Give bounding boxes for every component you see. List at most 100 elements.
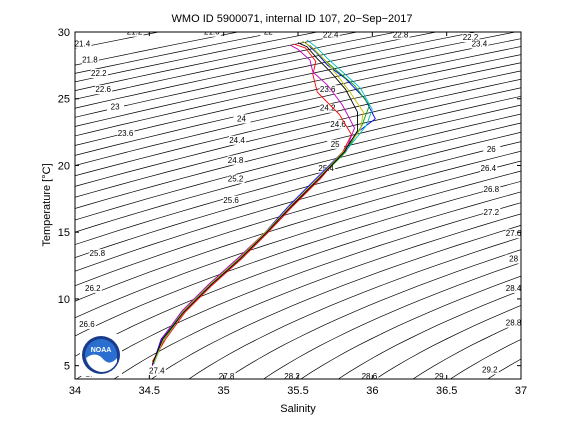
profile-line (153, 40, 364, 364)
contour-label: 28.8 (506, 319, 522, 328)
contour-label-background (218, 372, 236, 379)
density-contour-line (75, 170, 521, 319)
contour-label: 29 (435, 372, 444, 381)
density-contour-line (337, 290, 521, 379)
contour-label: 29.2 (482, 365, 498, 374)
contour-label: 25.8 (90, 249, 106, 258)
contour-label-background (223, 195, 241, 205)
contour-label-background (330, 119, 348, 129)
contour-label-background (505, 318, 521, 328)
contour-label-background (227, 174, 245, 184)
contour-label: 27.4 (149, 367, 165, 376)
density-contours (75, 32, 521, 379)
contour-label: 24 (237, 114, 246, 123)
contour-label-background (483, 207, 501, 217)
y-axis-ticks: 5 10 15 20 25 30 (58, 27, 521, 373)
density-contour-line (75, 32, 438, 109)
contour-label-background (90, 69, 108, 78)
contour-label-background (480, 163, 498, 173)
contour-label-background (233, 114, 251, 124)
density-contour-line (75, 104, 521, 221)
contour-label-background (84, 283, 102, 293)
contour-label-background (95, 85, 113, 95)
contour-label-background (229, 135, 246, 145)
contour-label: 21.6 (204, 28, 220, 37)
density-contour-line (75, 46, 521, 146)
density-contour-line (75, 191, 521, 357)
contour-label: 22.8 (393, 30, 409, 39)
contour-label-background (505, 283, 521, 293)
profile-lines (151, 39, 376, 366)
y-tick-label: 20 (58, 160, 70, 172)
contour-label-background (483, 185, 501, 195)
density-contour-line (113, 213, 521, 379)
density-contour-line (75, 150, 521, 287)
contour-label: 25 (331, 140, 340, 149)
noaa-logo: NOAA (80, 334, 122, 376)
plot-area (75, 32, 521, 379)
contour-label: 26.2 (85, 284, 101, 293)
contour-label-background (117, 129, 135, 139)
density-contour-line (75, 180, 521, 337)
contour-label: 22.2 (463, 33, 479, 42)
contour-label-background (319, 85, 337, 95)
contour-label: 28 (509, 255, 518, 264)
density-contour-line (75, 32, 518, 127)
contour-label: 24.2 (320, 104, 336, 113)
contour-label-background (148, 366, 166, 376)
contour-label-background (89, 249, 107, 259)
density-contour-line (375, 305, 521, 379)
contour-label-background (75, 39, 92, 49)
contour-label: 23 (111, 102, 120, 111)
density-contour-line (75, 131, 521, 259)
contour-label-background (505, 229, 521, 239)
contour-label: 26.6 (79, 320, 95, 329)
contour-label: 27.8 (219, 372, 235, 381)
density-contour-line (75, 70, 521, 177)
contour-label: 26 (487, 145, 496, 154)
y-tick-label: 15 (58, 227, 70, 239)
y-tick-label: 10 (58, 294, 70, 306)
contour-label: 28.4 (506, 284, 522, 293)
contour-label-background (81, 55, 99, 65)
contour-label: 22.6 (95, 85, 111, 94)
density-contour-line (75, 113, 521, 233)
density-contour-line (225, 249, 521, 379)
contour-label-background (107, 102, 125, 112)
contour-label-background (260, 32, 278, 37)
contour-label-background (505, 254, 521, 264)
contour-label: 27.2 (484, 208, 500, 217)
contour-label: 26.4 (481, 164, 497, 173)
contour-label: 23.6 (320, 85, 336, 94)
density-contour-line (75, 141, 521, 272)
x-axis-ticks: 34 34.5 35 35.5 36 36.5 37 (69, 32, 527, 397)
profile-line (151, 42, 358, 365)
contour-label: 26.8 (484, 185, 500, 194)
contour-label: 27.6 (506, 229, 522, 238)
density-contour-line (76, 202, 521, 379)
x-tick-label: 37 (515, 385, 527, 397)
contour-label-background (284, 372, 302, 379)
density-contour-line (75, 32, 399, 100)
contour-label: 21.4 (75, 40, 91, 49)
chart-title: WMO ID 5900071, internal ID 107, 20−Sep−… (172, 13, 413, 25)
contour-label: 22 (264, 28, 273, 37)
density-contour-line (300, 275, 521, 379)
contour-label-background (327, 139, 345, 149)
contour-label-background (483, 145, 501, 155)
contour-label-background (203, 32, 221, 37)
x-tick-label: 35.5 (287, 385, 308, 397)
contour-label: 25.2 (228, 175, 244, 184)
density-contour-line (75, 78, 521, 187)
x-tick-label: 36.5 (436, 385, 457, 397)
density-contour-line (75, 122, 521, 245)
density-contour-line (75, 95, 521, 209)
contour-label-background (481, 365, 499, 375)
contour-label: 22.4 (323, 30, 339, 39)
contour-label: 25.6 (223, 196, 239, 205)
contour-label: 21.2 (127, 28, 143, 37)
density-contour-line (75, 62, 521, 166)
x-tick-label: 34.5 (139, 385, 160, 397)
density-contour-line (75, 160, 521, 302)
